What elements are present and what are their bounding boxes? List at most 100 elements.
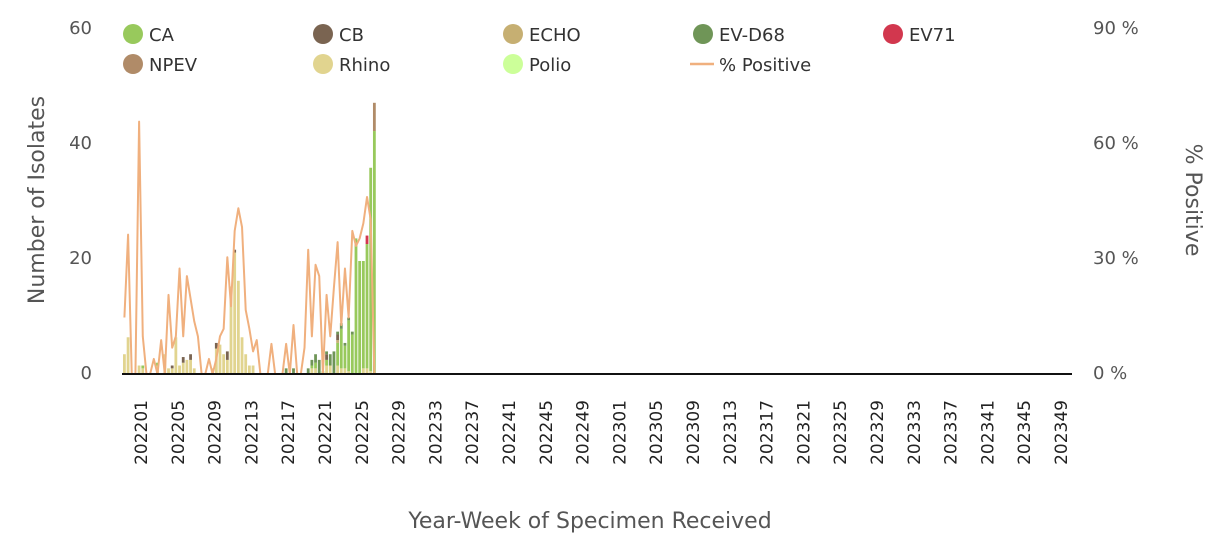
bar-segment-rhino[interactable] [247,365,251,374]
bar-segment-ca[interactable] [365,244,369,369]
bar-segment-echo[interactable] [336,340,340,343]
legend-marker-polio [503,54,523,74]
bar-segment-rhino[interactable] [233,252,237,374]
bar-segment-evd68[interactable] [336,331,340,335]
bar-segment-rhino[interactable] [141,368,145,374]
bar-segment-cb[interactable] [214,342,218,349]
legend-item-ev-d68[interactable]: EV-D68 [693,24,785,46]
legend-item-echo[interactable]: ECHO [503,24,581,46]
x-tick-label: 202313 [721,400,741,465]
bar-segment-evd68[interactable] [284,368,288,374]
legend-item-polio[interactable]: Polio [503,54,571,76]
x-tick-label: 202225 [353,400,373,465]
bar-segment-rhino[interactable] [126,337,130,374]
x-tick-label: 202337 [942,400,962,465]
bar-segment-rhino[interactable] [343,368,347,374]
bar-segment-rhino[interactable] [369,371,373,375]
bar-segment-ev71[interactable] [365,235,369,245]
x-tick-label: 202333 [905,400,925,465]
bar-segment-ca[interactable] [354,238,358,374]
bar-segment-rhino[interactable] [174,337,178,374]
x-tick-label: 202341 [978,400,998,465]
bar-segment-rhino[interactable] [251,365,255,374]
bar-segment-cb[interactable] [325,354,328,360]
bar-segment-rhino[interactable] [189,359,192,375]
legend-item-pct-positive[interactable]: % Positive [690,55,811,76]
bar-segment-ca[interactable] [369,167,373,372]
y-tick-label: 20 [69,248,92,269]
bar-segment-rhino[interactable] [310,368,314,374]
bar-segment-npev[interactable] [372,102,376,132]
bar-segment-evd68[interactable] [306,368,310,374]
bar-segment-rhino[interactable] [328,365,332,374]
bar-segment-rhino[interactable] [225,359,229,375]
bar-segment-ca[interactable] [156,362,159,366]
bar-segment-rhino[interactable] [244,354,248,375]
legend-marker-npev [123,54,143,74]
legend-item-ca[interactable]: CA [123,24,175,46]
bar-segment-rhino[interactable] [192,368,196,374]
bar-segment-rhino[interactable] [336,365,340,374]
bar-segment-evd68[interactable] [343,342,347,346]
bar-segment-rhino[interactable] [170,368,174,374]
bar-segment-cb[interactable] [225,351,229,360]
bar-segment-rhino[interactable] [181,362,185,374]
bar-segment-ca[interactable] [314,362,317,369]
bar-segment-rhino[interactable] [137,365,141,374]
bar-segment-cb[interactable] [336,334,340,341]
bar-segment-cb[interactable] [189,354,192,360]
legend-marker-ev-d68 [693,24,713,44]
legend-item-npev[interactable]: NPEV [123,54,198,76]
bar-segment-rhino[interactable] [240,337,244,374]
bar-segment-evd68[interactable] [347,317,351,321]
legend: CA CB ECHO EV-D68 EV71 NPEV Rhino Polio [123,24,956,76]
bar-segment-rhino[interactable] [236,280,240,374]
bar-segment-ca[interactable] [361,261,365,369]
bar-segment-ca[interactable] [343,345,347,369]
bar-segment-rhino[interactable] [314,368,317,374]
bar-segment-evd68[interactable] [317,359,321,375]
bar-segment-rhino[interactable] [218,344,222,374]
x-tick-label: 202345 [1015,400,1035,465]
bar-segment-ca[interactable] [347,320,351,372]
legend-item-rhino[interactable]: Rhino [313,54,390,76]
legend-item-ev71[interactable]: EV71 [883,24,956,46]
bar-segment-evd68[interactable] [350,331,354,335]
bar-segment-ca[interactable] [325,359,328,366]
bar-segment-rhino[interactable] [361,368,365,374]
bar-segment-rhino[interactable] [339,368,343,374]
legend-item-cb[interactable]: CB [313,24,364,46]
legend-marker-echo [503,24,523,44]
bar-segment-rhino[interactable] [222,354,226,375]
bar-segment-ca[interactable] [310,365,314,369]
bar-segment-ca[interactable] [339,328,343,369]
bar-segment-rhino[interactable] [178,365,181,374]
bar-segment-ca[interactable] [336,342,340,366]
bar-segment-ca[interactable] [141,365,145,369]
bar-segment-rhino[interactable] [123,354,126,375]
bar-segment-ca[interactable] [372,131,376,374]
bar-segment-cb[interactable] [170,365,174,369]
bar-segment-rhino[interactable] [365,368,369,374]
x-tick-label: 202317 [758,400,778,465]
bar-segment-evd68[interactable] [310,359,314,366]
bar-segment-ca[interactable] [358,261,362,374]
bar-segment-rhino[interactable] [229,286,233,375]
bar-segment-evd68[interactable] [328,354,332,366]
bar-segment-evd68[interactable] [325,351,328,355]
bar-segment-rhino[interactable] [185,359,189,375]
x-tick-label: 202305 [647,400,667,465]
legend-label-polio: Polio [529,55,571,76]
bar-segment-evd68[interactable] [332,351,336,374]
legend-label-ca: CA [149,25,175,46]
x-tick-label: 202309 [684,400,704,465]
bar-segment-cb[interactable] [181,357,185,363]
bar-segment-rhino[interactable] [347,371,351,375]
bar-segment-evd68[interactable] [314,354,317,363]
bar-segment-rhino[interactable] [325,365,328,374]
bar-segment-rhino[interactable] [167,368,170,374]
bar-segment-evd68[interactable] [292,368,295,374]
x-tick-label: 202233 [426,400,446,465]
pct-positive-line[interactable] [123,120,376,375]
bar-segment-ca[interactable] [350,334,354,374]
